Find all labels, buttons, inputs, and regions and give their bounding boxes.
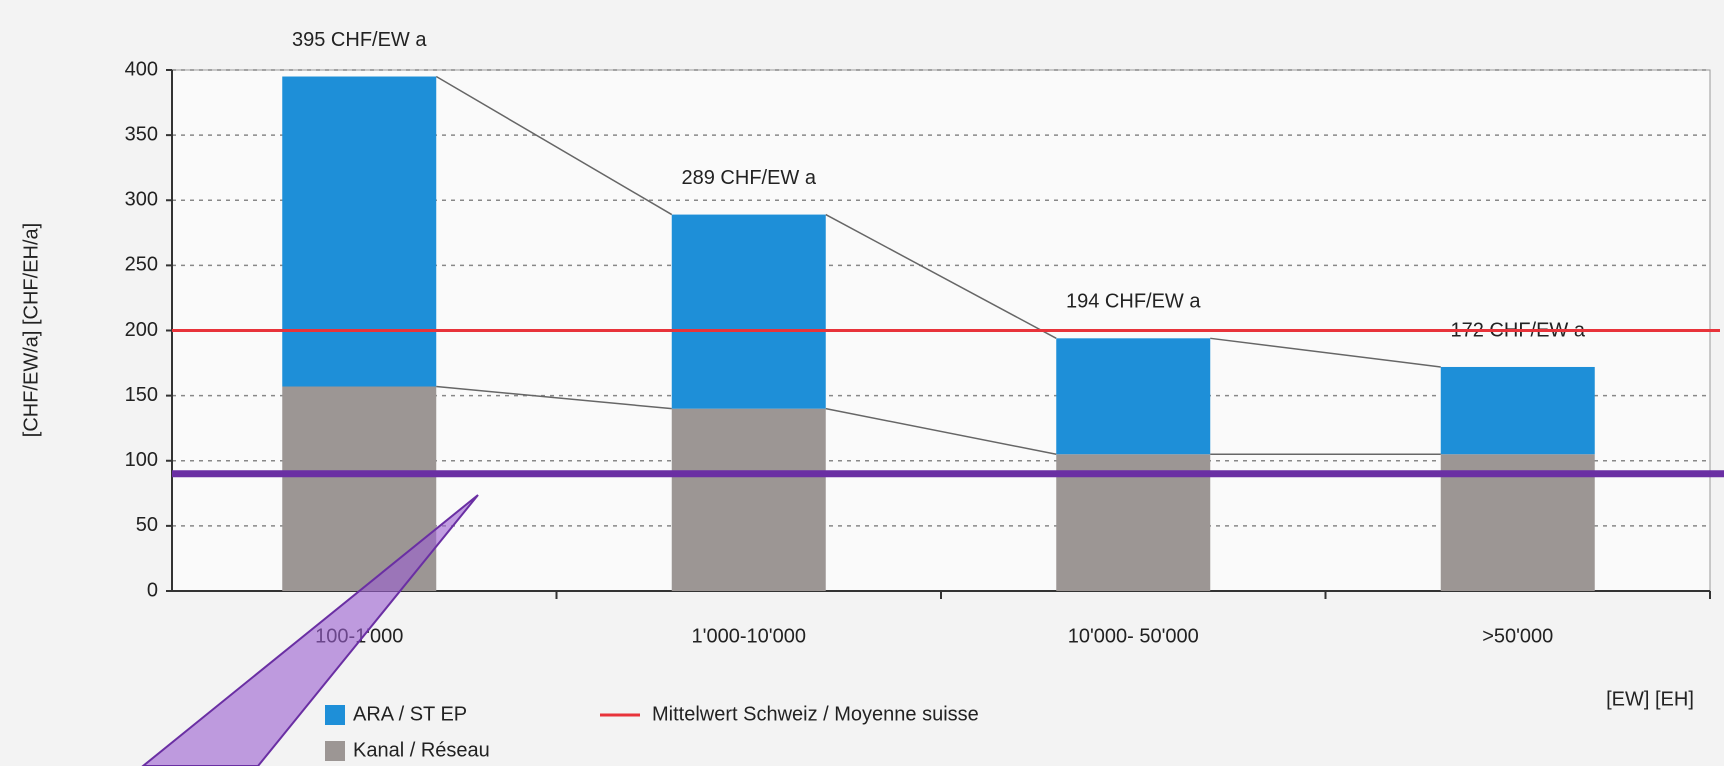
y-axis-label: [CHF/EW/a] [CHF/EH/a] xyxy=(20,223,42,437)
legend-label: ARA / ST EP xyxy=(353,703,467,725)
y-tick-label: 50 xyxy=(136,514,158,536)
x-tick-label: 10'000- 50'000 xyxy=(1068,625,1199,647)
x-tick-label: >50'000 xyxy=(1482,625,1553,647)
y-tick-label: 250 xyxy=(125,254,158,276)
legend-swatch xyxy=(325,741,345,761)
y-tick-label: 400 xyxy=(125,58,158,80)
base-connector xyxy=(436,385,672,410)
bar-segment xyxy=(671,214,826,409)
base-connector xyxy=(825,407,1057,455)
bar-segment xyxy=(1056,338,1211,455)
bar-segment xyxy=(1440,366,1595,455)
total-connector xyxy=(1210,337,1441,368)
x-unit-label: [EW] [EH] xyxy=(1606,688,1694,710)
total-label: 395 CHF/EW a xyxy=(292,29,427,51)
y-tick-label: 350 xyxy=(125,123,158,145)
y-tick-label: 0 xyxy=(147,579,158,601)
y-tick-label: 150 xyxy=(125,384,158,406)
total-label: 289 CHF/EW a xyxy=(682,167,817,189)
bar-segment xyxy=(282,76,437,387)
total-connector xyxy=(435,75,673,216)
bar-segment xyxy=(671,408,826,591)
x-tick-label: 1'000-10'000 xyxy=(692,625,806,647)
y-tick-label: 300 xyxy=(125,189,158,211)
total-connector xyxy=(825,213,1057,339)
legend-label: Mittelwert Schweiz / Moyenne suisse xyxy=(652,703,979,725)
total-label: 194 CHF/EW a xyxy=(1066,291,1201,313)
legend-swatch xyxy=(325,705,345,725)
y-tick-label: 100 xyxy=(125,449,158,471)
y-tick-label: 200 xyxy=(125,319,158,341)
legend-label: Kanal / Réseau xyxy=(353,739,490,761)
callout xyxy=(141,494,479,766)
